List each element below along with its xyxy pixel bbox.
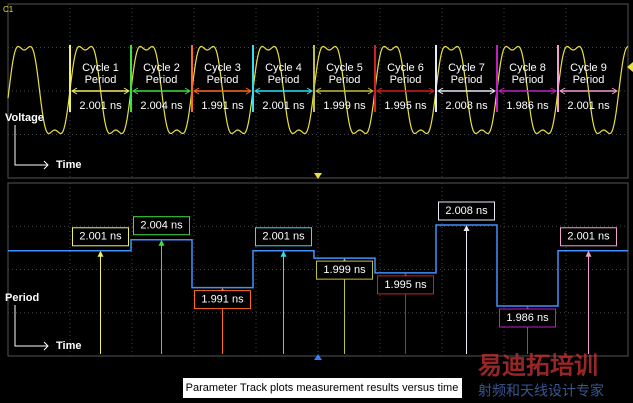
trigger-marker — [314, 354, 322, 360]
arrow-head — [315, 87, 374, 95]
axis-arrow — [14, 125, 49, 170]
marker-head — [463, 225, 470, 231]
value-label: 1.991 ns — [201, 293, 244, 305]
value-label: 1.999 ns — [323, 264, 366, 276]
period-value: 1.995 ns — [384, 100, 427, 112]
value-box — [560, 227, 617, 247]
y-label: Period — [5, 292, 39, 304]
cycle-sub: Period — [146, 74, 178, 86]
watermark-title: 易迪拓培训 — [478, 351, 598, 379]
trigger-marker — [314, 173, 322, 179]
value-label: 2.001 ns — [79, 231, 122, 243]
value-box — [316, 260, 373, 280]
value-box — [438, 201, 495, 221]
watermark-subtitle: 射频和天线设计专家 — [478, 383, 604, 399]
value-box — [499, 308, 556, 328]
axis-arrow — [14, 305, 49, 351]
value-label: 2.001 ns — [262, 231, 305, 243]
period-value: 1.986 ns — [506, 100, 549, 112]
cycle-label: Cycle 4 — [265, 62, 302, 74]
cycle-label: Cycle 6 — [387, 62, 424, 74]
value-label: 2.001 ns — [567, 231, 610, 243]
cycle-sub: Period — [207, 74, 239, 86]
cycle-label: Cycle 9 — [570, 62, 607, 74]
arrow-head — [254, 87, 313, 95]
period-trace — [8, 224, 628, 307]
cycle-sub: Period — [451, 74, 483, 86]
cycle-sub: Period — [512, 74, 544, 86]
period-value: 1.991 ns — [201, 100, 244, 112]
period-value: 1.999 ns — [323, 100, 366, 112]
arrow-head — [71, 87, 130, 95]
waveform — [7, 45, 629, 135]
marker-head — [280, 250, 287, 257]
caption-box — [183, 378, 462, 398]
arrow-head — [498, 87, 557, 95]
cycle-label: Cycle 8 — [509, 62, 546, 74]
marker-head — [97, 250, 104, 257]
cycle-label: Cycle 3 — [204, 62, 241, 74]
x-label: Time — [56, 159, 81, 171]
level-marker — [627, 62, 633, 72]
channel-label: C1 — [3, 5, 14, 14]
arrow-head — [437, 87, 496, 95]
x-label: Time — [56, 340, 81, 352]
value-box — [133, 216, 190, 236]
cycle-sub: Period — [268, 74, 300, 86]
cycle-sub: Period — [573, 74, 605, 86]
arrow-head — [376, 87, 435, 95]
period-value: 2.001 ns — [567, 100, 610, 112]
value-label: 1.986 ns — [506, 312, 549, 324]
arrow-head — [132, 87, 191, 95]
period-value: 2.001 ns — [79, 100, 122, 112]
value-box — [72, 227, 129, 247]
cycle-sub: Period — [85, 74, 117, 86]
caption: Parameter Track plots measurement result… — [186, 382, 459, 394]
value-label: 2.004 ns — [140, 220, 183, 232]
cycle-label: Cycle 7 — [448, 62, 485, 74]
cycle-label: Cycle 2 — [143, 62, 180, 74]
value-box — [255, 227, 312, 247]
value-box — [377, 275, 434, 295]
arrow-head — [193, 87, 252, 95]
cycle-label: Cycle 5 — [326, 62, 363, 74]
value-label: 1.995 ns — [384, 279, 427, 291]
value-box — [194, 290, 251, 310]
period-value: 2.001 ns — [262, 100, 305, 112]
y-label: Voltage — [5, 112, 44, 124]
value-label: 2.008 ns — [445, 205, 488, 217]
marker-head — [585, 250, 592, 257]
cycle-sub: Period — [390, 74, 422, 86]
arrow-head — [559, 87, 618, 95]
period-value: 2.008 ns — [445, 100, 488, 112]
cycle-sub: Period — [329, 74, 361, 86]
cycle-label: Cycle 1 — [82, 62, 119, 74]
period-value: 2.004 ns — [140, 100, 183, 112]
marker-head — [158, 239, 165, 246]
